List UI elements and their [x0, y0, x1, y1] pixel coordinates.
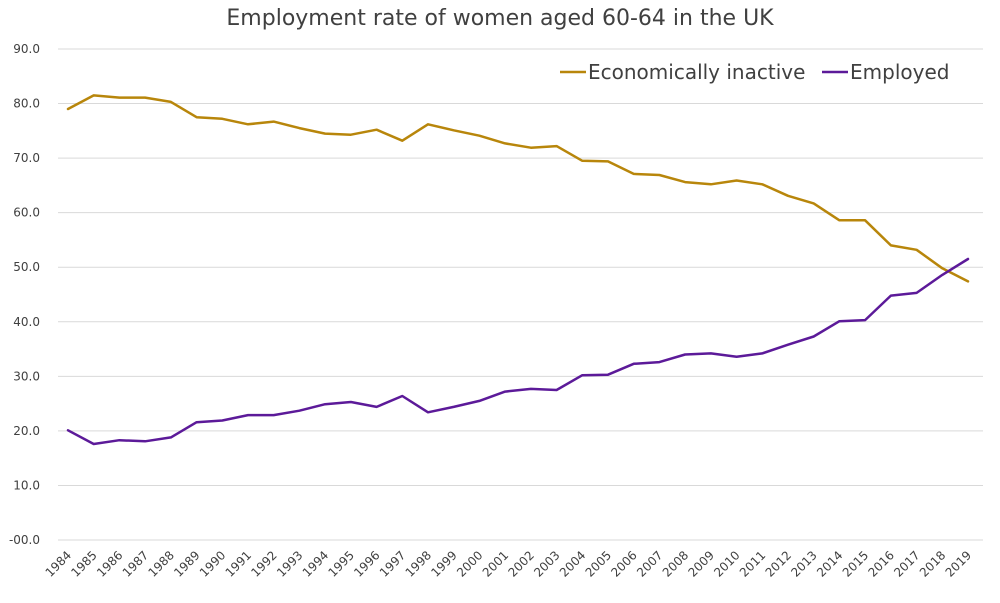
x-tick-label: 1991: [223, 548, 254, 579]
y-tick-label: 90.0: [13, 42, 40, 56]
x-tick-label: 2013: [788, 548, 819, 579]
x-tick-label: 1998: [403, 548, 434, 579]
legend-label: Employed: [850, 60, 949, 84]
x-tick-label: 2012: [763, 548, 794, 579]
x-tick-label: 1987: [120, 548, 151, 579]
y-tick-label: 60.0: [13, 206, 40, 220]
y-tick-label: 10.0: [13, 478, 40, 492]
x-tick-label: 2000: [454, 548, 485, 579]
x-tick-label: 2015: [840, 548, 871, 579]
x-axis-ticks: 1984198519861987198819891990199119921993…: [43, 548, 974, 579]
x-tick-label: 2006: [608, 548, 639, 579]
x-tick-label: 1992: [248, 548, 279, 579]
x-tick-label: 2017: [891, 548, 922, 579]
legend: Economically inactive Employed: [560, 60, 949, 84]
x-tick-label: 2007: [634, 548, 665, 579]
x-tick-label: 2014: [814, 548, 845, 579]
x-tick-label: 1994: [300, 548, 331, 579]
y-tick-label: 50.0: [13, 260, 40, 274]
x-tick-label: 1997: [377, 548, 408, 579]
x-tick-label: 1993: [274, 548, 305, 579]
x-tick-label: 1995: [325, 548, 356, 579]
y-tick-label: 20.0: [13, 424, 40, 438]
x-tick-label: 2005: [583, 548, 614, 579]
x-tick-label: 2010: [711, 548, 742, 579]
x-tick-label: 1999: [428, 548, 459, 579]
x-tick-label: 2004: [557, 548, 588, 579]
y-axis-ticks: -00.0 10.0 20.0 30.0 40.0 50.0 60.0 70.0 80.0 90.…: [9, 42, 40, 547]
x-tick-label: 1985: [68, 548, 99, 579]
series-lines: [66, 94, 970, 446]
x-tick-label: 2016: [865, 548, 896, 579]
series-line-employed: [66, 257, 970, 446]
x-tick-label: 2003: [531, 548, 562, 579]
y-tick-label: 40.0: [13, 315, 40, 329]
x-tick-label: 1984: [43, 548, 74, 579]
x-tick-label: 1988: [145, 548, 176, 579]
x-tick-label: 2008: [660, 548, 691, 579]
gridlines: [58, 48, 983, 541]
x-tick-label: 1990: [197, 548, 228, 579]
y-tick-label: -00.0: [9, 533, 40, 547]
x-tick-label: 2018: [917, 548, 948, 579]
x-tick-label: 2009: [685, 548, 716, 579]
x-tick-label: 1989: [171, 548, 202, 579]
x-tick-label: 1996: [351, 548, 382, 579]
y-tick-label: 70.0: [13, 151, 40, 165]
y-tick-label: 80.0: [13, 97, 40, 111]
legend-label: Economically inactive: [588, 60, 805, 84]
x-tick-label: 2002: [505, 548, 536, 579]
x-tick-label: 1986: [94, 548, 125, 579]
series-line-economically-inactive: [66, 94, 970, 283]
x-tick-label: 2019: [943, 548, 974, 579]
chart-title: Employment rate of women aged 60-64 in t…: [226, 6, 774, 31]
x-tick-label: 2011: [737, 548, 768, 579]
y-tick-label: 30.0: [13, 369, 40, 383]
x-tick-label: 2001: [480, 548, 511, 579]
